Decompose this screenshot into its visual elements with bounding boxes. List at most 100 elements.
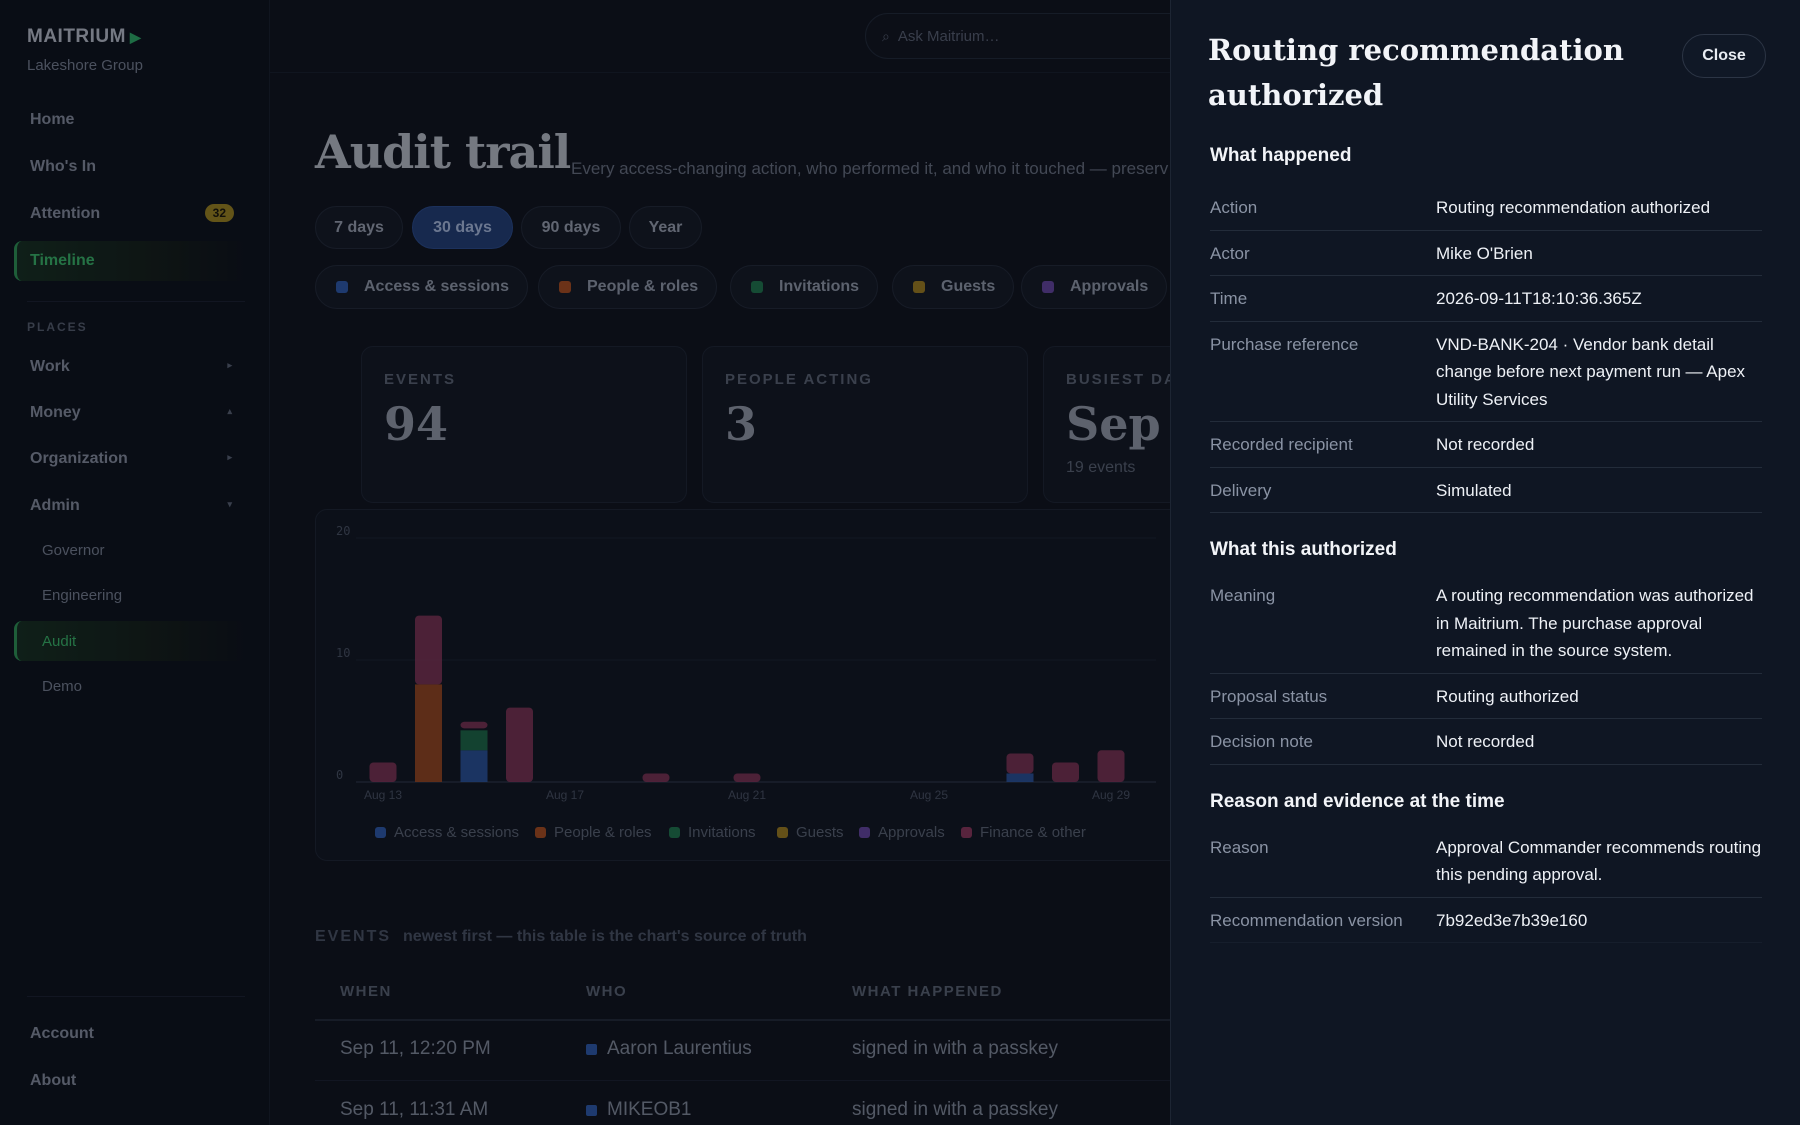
org-name: Lakeshore Group bbox=[27, 57, 143, 74]
stat-busiest-label: BUSIEST DA bbox=[1066, 371, 1177, 388]
legend-swatch bbox=[859, 827, 870, 838]
range-30-days[interactable]: 30 days bbox=[412, 206, 513, 249]
scroll-fade bbox=[1171, 930, 1800, 950]
bar-segment-access-sessions[interactable] bbox=[460, 750, 488, 782]
bar-segment-finance-other[interactable] bbox=[1006, 753, 1034, 774]
nav-engineering[interactable]: Engineering bbox=[14, 575, 246, 615]
drawer-content[interactable]: What happened Action Routing recommendatio… bbox=[1171, 135, 1800, 950]
close-button[interactable]: Close bbox=[1682, 34, 1766, 78]
bar-segment-finance-other[interactable] bbox=[506, 707, 533, 782]
places-label: PLACES bbox=[27, 320, 88, 334]
legend-label: Approvals bbox=[878, 824, 945, 841]
legend-label: People & roles bbox=[554, 824, 652, 841]
nav-audit[interactable]: Audit bbox=[14, 621, 246, 661]
nav-account-label: Account bbox=[30, 1025, 94, 1042]
top-bar bbox=[270, 0, 1800, 73]
x-tick-label: Aug 21 bbox=[728, 788, 766, 802]
filter-approvals[interactable]: Approvals bbox=[1021, 265, 1168, 309]
nav-attention[interactable]: Attention 32 bbox=[14, 194, 246, 234]
table-cell-who: Aaron Laurentius bbox=[586, 1038, 752, 1060]
bar-segment-finance-other[interactable] bbox=[733, 773, 761, 782]
detail-key: Purchase reference bbox=[1210, 334, 1359, 354]
filter-invitations[interactable]: Invitations bbox=[730, 265, 879, 309]
nav-admin[interactable]: Admin ▾ bbox=[14, 486, 246, 526]
detail-key: Meaning bbox=[1210, 586, 1276, 605]
nav-organization-label: Organization bbox=[30, 450, 128, 467]
nav-money[interactable]: Money ▴ bbox=[14, 393, 246, 433]
bar-segment-access-sessions[interactable] bbox=[1006, 773, 1034, 782]
filter-guests[interactable]: Guests bbox=[892, 265, 1015, 309]
range-7-days[interactable]: 7 days bbox=[315, 206, 403, 249]
nav-audit-label: Audit bbox=[42, 632, 77, 650]
brand-logo[interactable]: MAITRIUM ▶ bbox=[27, 26, 141, 48]
legend-swatch bbox=[336, 281, 348, 293]
detail-row: Decision note Not recorded bbox=[1210, 719, 1762, 765]
detail-row: Delivery Simulated bbox=[1210, 468, 1762, 513]
nav-whos-in[interactable]: Who's In bbox=[14, 147, 246, 187]
nav-work[interactable]: Work ▸ bbox=[14, 347, 246, 387]
actor-name: Aaron Laurentius bbox=[607, 1038, 752, 1059]
chart-card: 0 10 20 Aug 13 Aug 17 Aug 21 Aug 25 Aug 29 bbox=[315, 509, 1215, 861]
nav-about[interactable]: About bbox=[14, 1061, 246, 1101]
detail-row: Time 2026-09-11T18:10:36.365Z bbox=[1210, 276, 1762, 322]
table-header-divider bbox=[315, 1019, 1215, 1021]
detail-value: Routing recommendation authorized bbox=[1436, 198, 1711, 217]
legend-label: Finance & other bbox=[980, 824, 1086, 841]
range-90-days[interactable]: 90 days bbox=[521, 206, 621, 249]
y-tick-label: 0 bbox=[336, 768, 343, 782]
section-heading: What this authorized bbox=[1210, 539, 1397, 560]
legend-label: Guests bbox=[796, 824, 844, 841]
bar-segment-finance-other[interactable] bbox=[460, 721, 488, 729]
nav-engineering-label: Engineering bbox=[42, 586, 123, 604]
bar-segment-invitations[interactable] bbox=[460, 730, 488, 751]
filter-people-roles[interactable]: People & roles bbox=[538, 265, 718, 309]
stat-people-acting: PEOPLE ACTING 3 bbox=[702, 346, 1028, 503]
nav-account[interactable]: Account bbox=[14, 1014, 246, 1054]
table-cell-when: Sep 11, 12:20 PM bbox=[340, 1038, 491, 1059]
nav-home[interactable]: Home bbox=[14, 100, 246, 140]
range-year[interactable]: Year bbox=[629, 206, 702, 249]
filter-access-sessions[interactable]: Access & sessions bbox=[315, 265, 528, 309]
detail-key: Proposal status bbox=[1210, 686, 1328, 706]
bar-segment-finance-other[interactable] bbox=[1052, 762, 1079, 782]
bar-segment-finance-other[interactable] bbox=[415, 615, 442, 685]
brand-name: MAITRIUM bbox=[27, 26, 126, 47]
detail-row: Reason Approval Commander recommends rout… bbox=[1210, 825, 1762, 898]
nav-whos-in-label: Who's In bbox=[30, 158, 97, 175]
range-label: 30 days bbox=[433, 218, 492, 236]
detail-value: Routing authorized bbox=[1436, 686, 1579, 706]
x-tick-label: Aug 17 bbox=[546, 788, 584, 802]
bar-segment-finance-other[interactable] bbox=[642, 773, 670, 782]
column-header-who[interactable]: WHO bbox=[586, 983, 628, 1000]
column-header-what[interactable]: WHAT HAPPENED bbox=[852, 983, 1003, 1000]
nav-governor[interactable]: Governor bbox=[14, 530, 246, 570]
column-header-when[interactable]: WHEN bbox=[340, 983, 392, 1000]
legend-label: Invitations bbox=[688, 824, 756, 841]
events-heading-label: EVENTS bbox=[315, 928, 392, 945]
bar-segment-people-roles[interactable] bbox=[415, 684, 442, 782]
bar-segment-finance-other[interactable] bbox=[369, 762, 397, 782]
bar-segment-finance-other[interactable] bbox=[1097, 750, 1125, 782]
search-placeholder: Ask Maitrium… bbox=[897, 27, 1000, 45]
detail-key: Delivery bbox=[1210, 480, 1272, 500]
nav-governor-label: Governor bbox=[42, 541, 105, 559]
detail-row: Proposal status Routing authorized bbox=[1210, 674, 1762, 719]
legend-swatch bbox=[669, 827, 680, 838]
filter-label: Access & sessions bbox=[364, 278, 509, 295]
nav-organization[interactable]: Organization ▸ bbox=[14, 439, 246, 479]
nav-demo[interactable]: Demo bbox=[14, 666, 246, 706]
nav-about-label: About bbox=[30, 1072, 77, 1089]
drawer-title: Routing recommendation authorized bbox=[1208, 33, 1624, 112]
legend-finance-other: Finance & other bbox=[961, 824, 1086, 841]
detail-value: 7b92ed3e7b39e160 bbox=[1436, 910, 1588, 930]
legend-invitations: Invitations bbox=[669, 824, 756, 841]
nav-admin-label: Admin bbox=[30, 497, 80, 514]
detail-key: Actor bbox=[1210, 243, 1250, 263]
nav-timeline[interactable]: Timeline bbox=[14, 241, 246, 281]
range-label: 90 days bbox=[541, 218, 601, 236]
attention-count-badge: 32 bbox=[204, 204, 234, 222]
actor-color-swatch bbox=[586, 1043, 597, 1055]
nav-money-label: Money bbox=[30, 404, 81, 421]
table-cell-what: signed in with a passkey bbox=[852, 1038, 1058, 1059]
detail-value: Not recorded bbox=[1436, 435, 1535, 454]
